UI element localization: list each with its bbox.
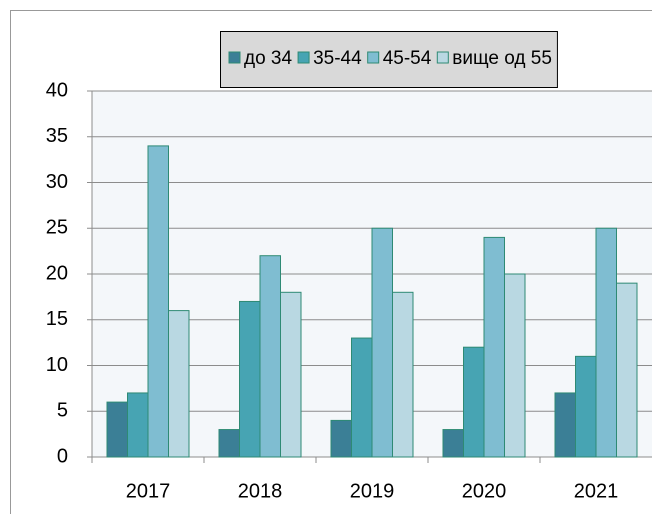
legend-swatch — [436, 51, 449, 64]
bar — [392, 291, 414, 458]
y-tick-label: 15 — [46, 308, 68, 330]
bar — [463, 346, 485, 458]
bar — [259, 255, 281, 458]
x-tick-label: 2020 — [462, 480, 507, 502]
y-tick-label: 40 — [46, 79, 68, 101]
x-tick-label: 2019 — [350, 480, 395, 502]
bar — [218, 429, 240, 458]
bar — [280, 291, 302, 458]
y-tick-label: 5 — [57, 400, 68, 422]
bar — [330, 419, 352, 458]
bar — [106, 401, 128, 458]
legend-label: до 34 — [244, 48, 292, 69]
legend-label: 35-44 — [313, 48, 362, 69]
y-tick-label: 20 — [46, 262, 68, 284]
bar — [616, 282, 638, 458]
bar — [504, 273, 526, 458]
y-tick-label: 10 — [46, 354, 68, 376]
bar — [147, 145, 169, 458]
bar — [239, 300, 261, 458]
x-tick-label: 2017 — [126, 480, 171, 502]
legend-swatch — [228, 51, 241, 64]
bar — [168, 310, 190, 458]
bar — [371, 227, 393, 458]
legend-box — [220, 31, 558, 88]
bar — [595, 227, 617, 458]
bar — [483, 236, 505, 458]
legend: до 34 35-44 45-54 вище од 55 — [220, 31, 558, 88]
legend-label: вище од 55 — [452, 48, 552, 69]
bar — [127, 392, 149, 458]
legend-swatch — [367, 51, 380, 64]
x-tick-label: 2018 — [238, 480, 283, 502]
y-tick-label: 25 — [46, 217, 68, 239]
bar — [554, 392, 576, 458]
y-tick-label: 30 — [46, 171, 68, 193]
legend-swatch — [297, 51, 310, 64]
y-tick-label: 35 — [46, 125, 68, 147]
y-tick-label: 0 — [57, 445, 68, 467]
bar — [442, 429, 464, 458]
bar — [351, 337, 373, 458]
x-tick-label: 2021 — [574, 480, 619, 502]
bar — [575, 355, 597, 458]
legend-label: 45-54 — [383, 48, 432, 69]
